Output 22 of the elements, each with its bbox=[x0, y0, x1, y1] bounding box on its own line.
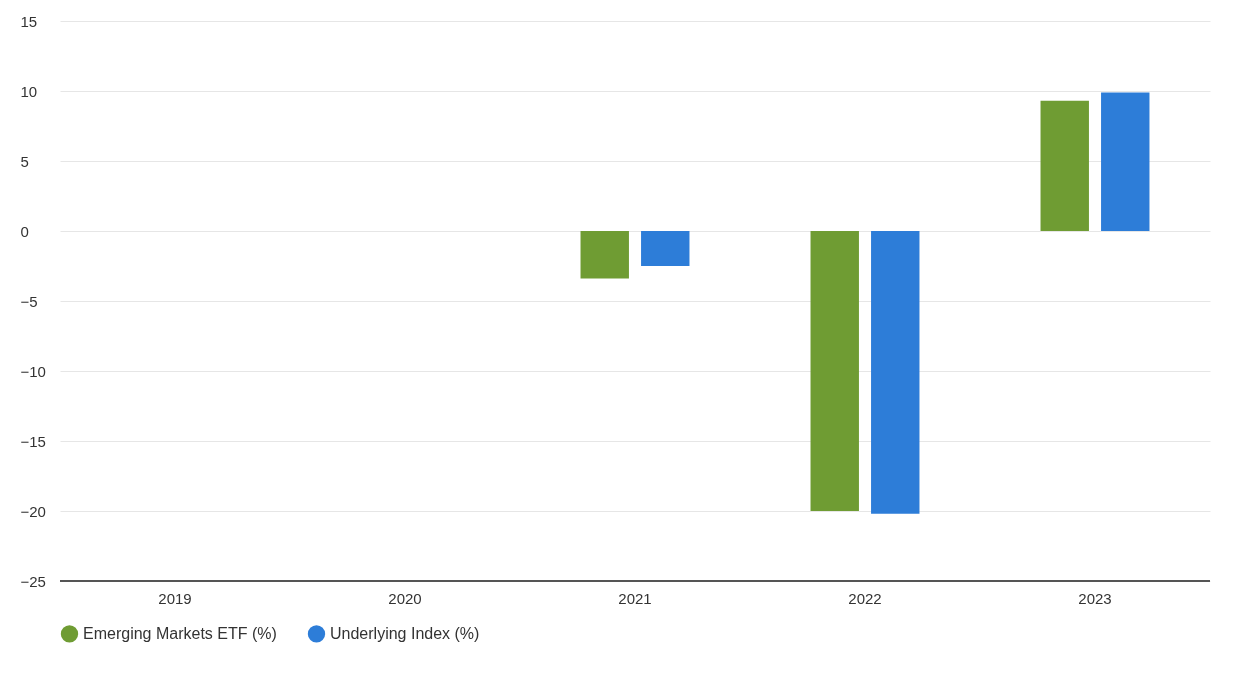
x-tick-label: 2021 bbox=[618, 589, 652, 607]
legend-label: Emerging Markets ETF (%) bbox=[83, 624, 277, 642]
bar bbox=[1101, 92, 1150, 231]
y-tick-label: −10 bbox=[20, 362, 46, 380]
bar bbox=[580, 231, 629, 279]
bar bbox=[1040, 100, 1089, 231]
y-tick-label: 15 bbox=[20, 12, 38, 30]
y-tick-label: 0 bbox=[20, 222, 29, 240]
x-tick-label: 2020 bbox=[388, 589, 422, 607]
legend-label: Underlying Index (%) bbox=[330, 624, 480, 642]
y-tick-label: 5 bbox=[20, 152, 29, 170]
y-tick-label: −5 bbox=[20, 292, 38, 310]
x-tick-label: 2022 bbox=[848, 589, 882, 607]
y-tick-label: −15 bbox=[20, 432, 46, 450]
y-tick-label: 10 bbox=[20, 82, 38, 100]
bar bbox=[810, 231, 859, 511]
bar bbox=[641, 231, 690, 266]
x-tick-label: 2023 bbox=[1078, 589, 1112, 607]
bar bbox=[871, 231, 920, 514]
y-tick-label: −20 bbox=[20, 502, 46, 520]
y-tick-label: −25 bbox=[20, 572, 46, 590]
x-tick-label: 2019 bbox=[158, 589, 192, 607]
